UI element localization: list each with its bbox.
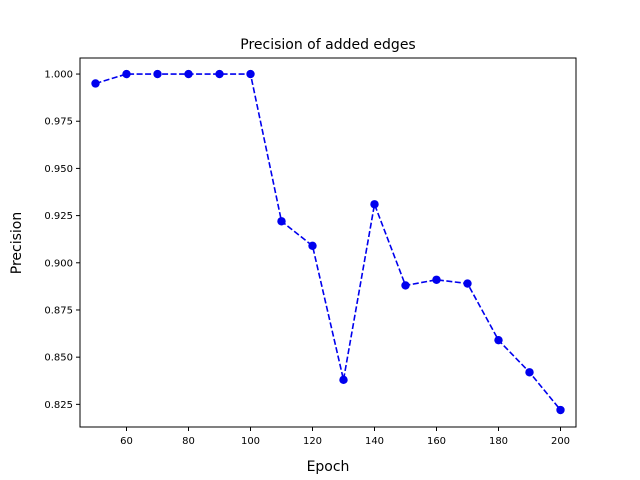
y-tick-label: 0.950: [44, 164, 73, 175]
y-tick-label: 0.850: [44, 353, 73, 364]
data-point: [122, 69, 131, 79]
x-axis-title: Epoch: [307, 459, 350, 475]
x-tick-label: 200: [551, 436, 570, 447]
axes-frame: [79, 57, 577, 428]
plot-area: [91, 69, 565, 415]
data-point: [215, 69, 224, 79]
series-line: [95, 73, 562, 411]
data-point: [246, 69, 255, 79]
x-tick-label: 180: [489, 436, 508, 447]
data-point: [494, 335, 503, 345]
data-point: [463, 279, 472, 288]
data-point: [556, 405, 565, 415]
y-axis-title: Precision: [9, 212, 25, 274]
data-point: [184, 69, 193, 79]
data-point: [339, 375, 348, 385]
chart-title: Precision of added edges: [240, 37, 415, 53]
data-point: [153, 69, 162, 79]
x-tick-label: 60: [120, 436, 133, 447]
y-tick-label: 0.925: [44, 211, 73, 222]
data-point: [91, 79, 100, 88]
y-tick-label: 0.975: [44, 117, 73, 128]
data-point: [432, 275, 441, 284]
x-tick-label: 100: [241, 436, 260, 447]
x-tick-label: 80: [182, 436, 195, 447]
data-point: [525, 368, 534, 377]
data-point: [308, 241, 317, 251]
y-tick-label: 0.875: [44, 305, 73, 316]
x-tick-label: 160: [427, 436, 446, 447]
data-point: [370, 200, 379, 209]
y-tick-label: 1.000: [44, 70, 73, 81]
y-tick-label: 0.825: [44, 400, 73, 411]
x-tick-label: 120: [303, 436, 322, 447]
data-point: [401, 281, 410, 290]
y-tick-label: 0.900: [44, 258, 73, 269]
data-point: [277, 217, 286, 226]
x-tick-label: 140: [365, 436, 384, 447]
